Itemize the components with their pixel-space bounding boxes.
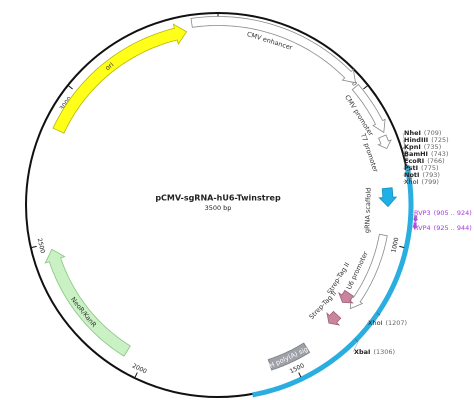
tick-mark: [68, 85, 73, 90]
primer-label: RVP4 (925 .. 944): [414, 224, 472, 232]
tick-label: 2500: [36, 238, 46, 255]
site-position: (799): [421, 178, 438, 186]
site-leader: [402, 160, 411, 168]
primer-leader: [411, 225, 417, 229]
site-label: PstI (775): [404, 164, 439, 172]
tick-mark: [363, 85, 368, 90]
site-leader: [402, 174, 412, 177]
feature-label: ori: [104, 61, 116, 73]
site-name: NheI: [404, 129, 421, 137]
site-position: (1306): [373, 348, 395, 356]
site-label: NheI (709): [404, 129, 441, 137]
tick-mark: [31, 245, 37, 248]
map-subtitle: 3500 bp: [205, 204, 232, 212]
site-name: XbaI: [354, 348, 370, 356]
site-leader: [402, 167, 411, 171]
primer-position: (905 .. 924): [434, 209, 472, 217]
site-leader: [366, 314, 381, 324]
site-name: XhoI: [404, 178, 419, 186]
feature-arrow: [326, 310, 342, 326]
site-position: (743): [431, 150, 448, 158]
site-label: KpnI (735): [404, 143, 441, 151]
feature-arrow: [190, 16, 356, 84]
feature-arrow: [351, 83, 386, 134]
feature-arrow: [338, 289, 354, 304]
site-leader: [402, 153, 409, 160]
feature-arrow: [52, 23, 188, 134]
feature-arrow: [378, 187, 398, 208]
feature-arrow: [267, 342, 311, 371]
site-position: (709): [424, 129, 441, 137]
site-label: HindIII (725): [404, 136, 449, 144]
feature-label: gRNA scaffold: [363, 188, 373, 234]
site-position: (725): [431, 136, 448, 144]
tick-mark: [134, 372, 138, 378]
site-name: PstI: [404, 164, 418, 172]
primer-position: (925 .. 944): [434, 224, 472, 232]
map-title: pCMV-sgRNA-hU6-Twinstrep: [155, 194, 281, 203]
site-label: XhoI (1207): [368, 319, 407, 327]
primer-name: RVP4: [414, 224, 431, 232]
site-label: EcoRI (766): [404, 157, 445, 165]
tick-mark: [298, 372, 302, 378]
site-position: (766): [427, 157, 444, 165]
site-leader: [352, 341, 359, 353]
site-name: EcoRI: [404, 157, 424, 165]
site-tick: [406, 169, 411, 172]
site-leader: [402, 132, 406, 148]
primer-leader: [411, 212, 418, 220]
primer-mark: [412, 222, 418, 230]
feature-arrow: [377, 134, 392, 150]
primer-mark: [413, 215, 419, 223]
site-label: XhoI (799): [404, 178, 439, 186]
site-position: (1207): [385, 319, 407, 327]
site-tick: [355, 338, 359, 343]
site-tick: [376, 312, 381, 316]
site-name: NotI: [404, 171, 419, 179]
site-label: NotI (793): [404, 171, 440, 179]
highlight-arc: [252, 164, 414, 398]
site-leader: [402, 146, 409, 157]
site-tick: [406, 166, 411, 168]
site-tick: [404, 158, 409, 161]
site-label: BamHI (743): [404, 150, 448, 158]
site-label: XbaI (1306): [354, 348, 395, 356]
site-position: (793): [422, 171, 439, 179]
site-position: (735): [424, 143, 441, 151]
tick-mark: [399, 245, 405, 248]
tick-label: 1000: [390, 237, 400, 254]
primer-label: RVP3 (905 .. 924): [414, 209, 472, 217]
feature-arrow: [44, 248, 131, 357]
site-name: HindIII: [404, 136, 428, 144]
site-leader: [402, 139, 408, 153]
site-name: XhoI: [368, 319, 383, 327]
site-name: KpnI: [404, 143, 421, 151]
site-position: (775): [421, 164, 438, 172]
site-name: BamHI: [404, 150, 428, 158]
primer-name: RVP3: [414, 209, 431, 217]
site-leader: [402, 178, 413, 183]
